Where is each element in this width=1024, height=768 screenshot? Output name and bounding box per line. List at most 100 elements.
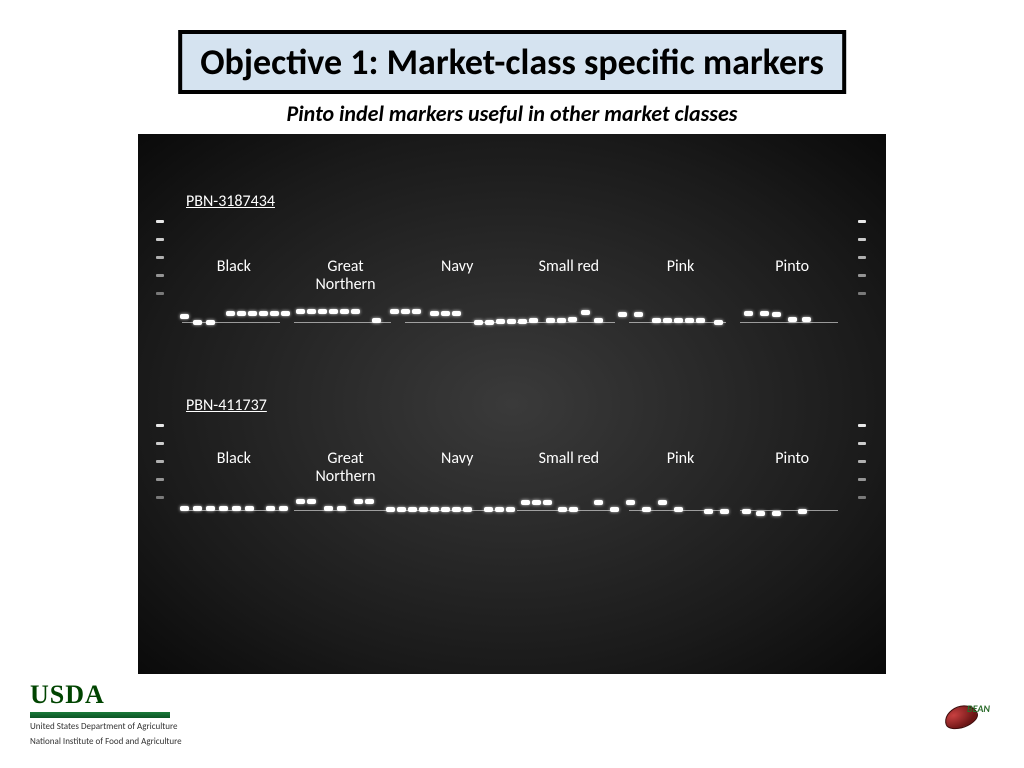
gel-band (372, 318, 381, 323)
gel-band (329, 309, 338, 314)
subtitle: Pinto indel markers useful in other mark… (287, 100, 738, 127)
ladder-band (858, 442, 866, 445)
gel-group-label: Small red (513, 450, 625, 485)
gel-band (452, 507, 461, 512)
gel-band (802, 317, 811, 322)
title-box: Objective 1: Market-class specific marke… (178, 30, 846, 94)
gel-band (354, 499, 363, 504)
gel-marker-id: PBN-411737 (186, 396, 267, 415)
gel-band (772, 312, 781, 317)
page-title: Objective 1: Market-class specific marke… (200, 40, 824, 84)
gel-band (441, 507, 450, 512)
ladder-band (156, 424, 164, 427)
gel-group-label: Navy (401, 450, 513, 485)
gel-band (626, 500, 635, 505)
gel-band (441, 311, 450, 316)
gel-band (270, 311, 279, 316)
gel-band (340, 309, 349, 314)
gel-band (760, 311, 769, 316)
gel-band (788, 317, 797, 322)
gel-band (521, 500, 530, 505)
gel-band (529, 318, 538, 323)
usda-inst-line: National Institute of Food and Agricultu… (30, 737, 230, 748)
gel-band (463, 507, 472, 512)
gel-band (532, 500, 541, 505)
gel-band (248, 311, 257, 316)
gel-band (408, 507, 417, 512)
ladder-band (858, 238, 866, 241)
gel-band (281, 311, 290, 316)
gel-baseline (740, 510, 838, 511)
gel-band (610, 507, 619, 512)
gel-band (430, 311, 439, 316)
usda-bar (30, 712, 170, 718)
gel-band (386, 507, 395, 512)
gel-group-label: Pinto (736, 450, 848, 485)
ladder-band (156, 460, 164, 463)
gel-band (742, 509, 751, 514)
ladder-band (858, 478, 866, 481)
gel-band (351, 309, 360, 314)
gel-band (558, 507, 567, 512)
gel-band (296, 499, 305, 504)
gel-band (474, 320, 483, 325)
gel-band (452, 311, 461, 316)
gel-band (401, 309, 410, 314)
ladder-band (858, 274, 866, 277)
ladder-band (858, 220, 866, 223)
gel-band (337, 506, 346, 511)
bean-logo-block: BEAN (940, 700, 994, 744)
gel-band (193, 506, 202, 511)
ladder-band (156, 292, 164, 295)
usda-dept-line: United States Department of Agriculture (30, 722, 230, 733)
gel-band (756, 511, 765, 516)
gel-band (518, 319, 527, 324)
gel-band (642, 507, 651, 512)
gel-group-label: GreatNorthern (290, 450, 402, 485)
gel-band (714, 320, 723, 325)
usda-logo-block: USDA United States Department of Agricul… (30, 680, 230, 748)
ladder-band (156, 274, 164, 277)
gel-image: PBN-3187434BlackGreatNorthernNavySmall r… (138, 134, 886, 674)
gel-group-label: Black (178, 450, 290, 485)
gel-group-labels: BlackGreatNorthernNavySmall redPinkPinto (178, 450, 848, 485)
gel-band (206, 506, 215, 511)
ladder-band (156, 442, 164, 445)
gel-band (594, 318, 603, 323)
gel-band (226, 311, 235, 316)
gel-band (397, 507, 406, 512)
gel-band (419, 507, 428, 512)
ladder-band (858, 292, 866, 295)
gel-group-label: Pink (625, 450, 737, 485)
gel-band (557, 318, 566, 323)
gel-band (569, 507, 578, 512)
gel-band (245, 506, 254, 511)
gel-band (180, 506, 189, 511)
gel-band (193, 320, 202, 325)
gel-band (485, 320, 494, 325)
gel-band (506, 507, 515, 512)
bean-text: BEAN (967, 702, 990, 715)
gel-band (307, 499, 316, 504)
gel-band (180, 314, 189, 319)
gel-band (581, 310, 590, 315)
gel-band (430, 507, 439, 512)
gel-band (704, 509, 713, 514)
gel-band (663, 318, 672, 323)
ladder-band (156, 478, 164, 481)
bean-logo: BEAN (940, 700, 990, 736)
usda-wordmark: USDA (30, 680, 230, 710)
gel-band (507, 319, 516, 324)
gel-band (495, 507, 504, 512)
gel-band (594, 500, 603, 505)
gel-band (744, 311, 753, 316)
gel-band (412, 309, 421, 314)
gel-band (568, 317, 577, 322)
gel-band (232, 506, 241, 511)
gel-group-label: Pink (625, 258, 737, 293)
ladder-band (858, 256, 866, 259)
ladder-band (156, 220, 164, 223)
gel-group-labels: BlackGreatNorthernNavySmall redPinkPinto (178, 258, 848, 293)
gel-band (696, 318, 705, 323)
gel-band (259, 311, 268, 316)
